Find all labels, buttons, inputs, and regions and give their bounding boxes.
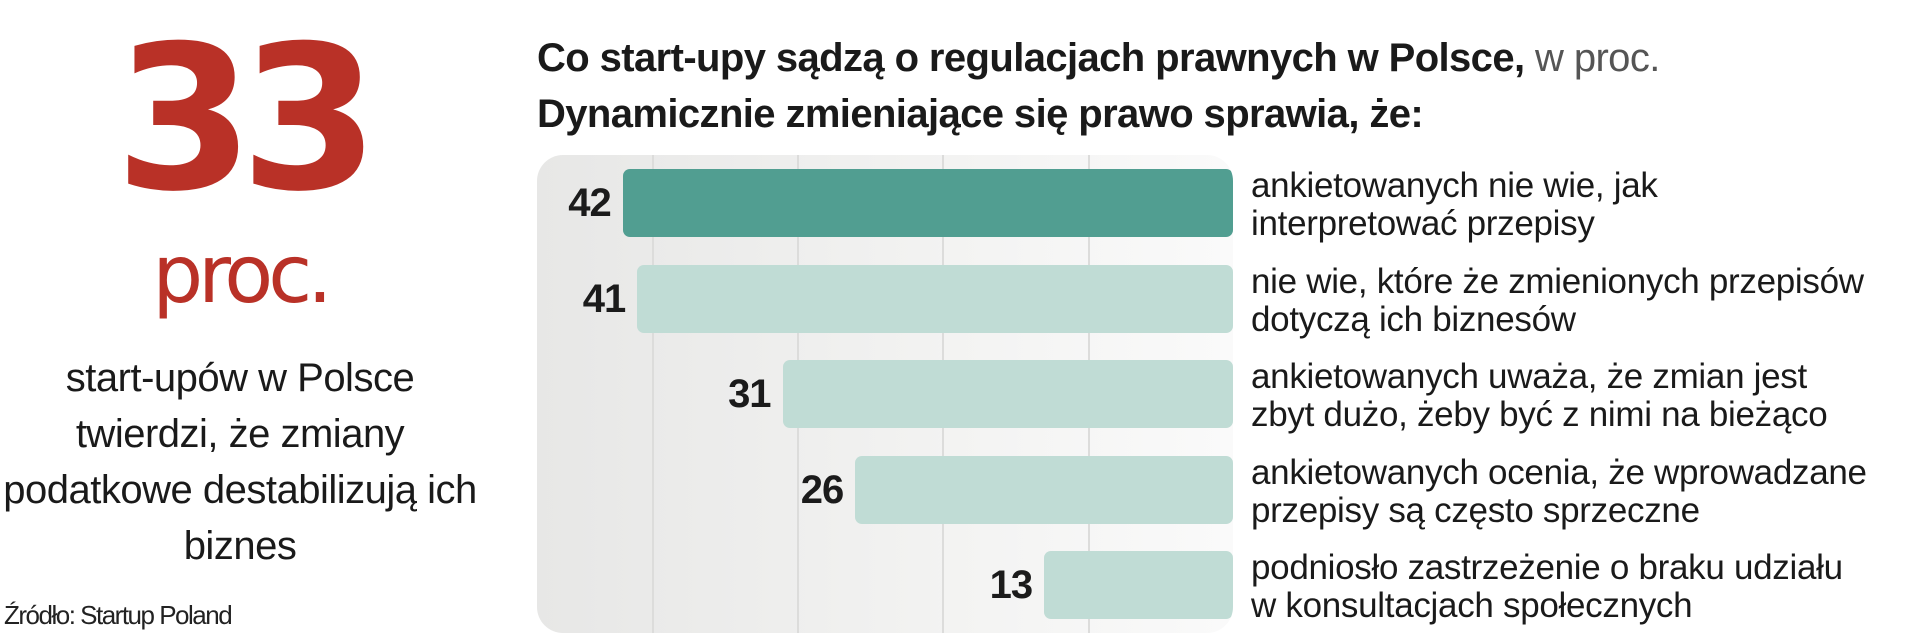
bar-value-label: 42 — [568, 181, 612, 225]
bar — [637, 264, 1233, 333]
bar-category-line: ankietowanych uważa, że zmian jest — [1251, 358, 1807, 396]
chart-title-unit: w proc. — [1535, 36, 1660, 80]
bar-category-line: zbyt dużo, żeby być z nimi na bieżąco — [1251, 395, 1828, 434]
bar-value-label: 13 — [989, 563, 1034, 607]
bar-category-line: ankietowanych ocenia, że wprowadzane — [1251, 453, 1867, 492]
headline-number: 33 — [114, 3, 379, 236]
bar-value-label: 31 — [728, 372, 772, 416]
bar-category-label: ankietowanych ocenia, że wprowadzane prze… — [1251, 454, 1916, 530]
bar-category-line: podniosło zastrzeżenie o braku udziału — [1251, 549, 1843, 587]
bar — [782, 360, 1233, 428]
bar-category-label: ankietowanych uważa, że zmian jest zbyt d… — [1251, 358, 1916, 434]
chart-plot-area — [537, 155, 1233, 633]
bar-category-label: nie wie, które że zmienionych przepisów d… — [1251, 263, 1916, 339]
chart-subtitle: Dynamicznie zmieniające się prawo sprawi… — [537, 92, 1424, 136]
bar-value-label: 41 — [582, 276, 627, 321]
bar-category-label: ankietowanych nie wie, jak interpretować … — [1251, 167, 1916, 243]
source-note: Źródło: Startup Poland — [4, 600, 233, 630]
bar-category-line: interpretować przepisy — [1251, 204, 1595, 243]
bar-category-line: dotyczą ich biznesów — [1251, 299, 1576, 339]
gridline — [651, 155, 654, 633]
headline-unit: proc. — [152, 228, 332, 321]
bar-category-line: w konsultacjach społecznych — [1251, 586, 1693, 625]
bar-category-line: przepisy są często sprzeczne — [1251, 490, 1700, 530]
bar — [622, 169, 1233, 237]
chart-title: Co start-upy sądzą o regulacjach prawnyc… — [537, 34, 1660, 82]
bar — [1044, 551, 1233, 619]
bar-category-line: nie wie, które że zmienionych przepisów — [1251, 262, 1864, 301]
bar-value-label: 26 — [800, 467, 845, 512]
headline-description: start-upów w Polsce twierdzi, że zmiany … — [3, 356, 477, 568]
bar-category-line: ankietowanych nie wie, jak — [1251, 167, 1658, 205]
bar-category-label: podniosło zastrzeżenie o braku udziału w … — [1251, 549, 1916, 625]
bar — [855, 455, 1233, 524]
chart-title-text: Co start-upy sądzą o regulacjach prawnyc… — [537, 36, 1525, 80]
